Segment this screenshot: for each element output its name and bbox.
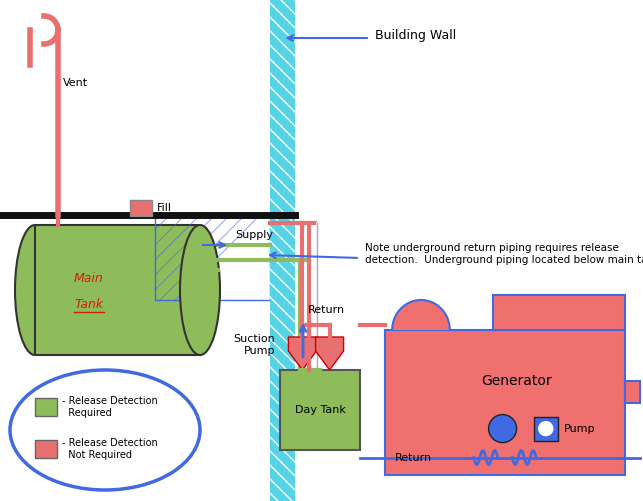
Bar — [35, 225, 200, 355]
Text: Generator: Generator — [482, 374, 552, 388]
Ellipse shape — [15, 225, 55, 355]
Text: Fill: Fill — [157, 203, 172, 213]
Polygon shape — [316, 337, 343, 370]
Text: Vent: Vent — [63, 78, 88, 88]
Ellipse shape — [180, 225, 220, 355]
Circle shape — [539, 422, 553, 435]
Text: Day Tank: Day Tank — [294, 405, 345, 415]
Text: Suction
Pump: Suction Pump — [233, 334, 275, 356]
Bar — [270, 0, 295, 501]
Bar — [35, 440, 57, 458]
Bar — [280, 370, 360, 450]
Text: Supply: Supply — [235, 230, 273, 240]
Bar — [625, 381, 640, 402]
Text: Main: Main — [74, 272, 104, 285]
Text: Pump: Pump — [564, 424, 595, 433]
Text: Note underground return piping requires release
detection.  Underground piping l: Note underground return piping requires … — [365, 243, 643, 265]
Ellipse shape — [10, 370, 200, 490]
Bar — [130, 200, 152, 216]
Text: - Release Detection
  Not Required: - Release Detection Not Required — [62, 438, 158, 460]
Bar — [155, 215, 270, 300]
Text: Return: Return — [395, 452, 432, 462]
Text: Building Wall: Building Wall — [375, 29, 457, 42]
Bar — [35, 398, 57, 416]
Text: - Release Detection
  Required: - Release Detection Required — [62, 396, 158, 418]
Polygon shape — [289, 337, 316, 370]
Bar — [534, 417, 557, 440]
Text: Return: Return — [308, 305, 345, 315]
Circle shape — [489, 415, 516, 442]
Bar — [493, 295, 625, 330]
Bar — [385, 330, 625, 475]
Text: Tank: Tank — [75, 298, 104, 311]
